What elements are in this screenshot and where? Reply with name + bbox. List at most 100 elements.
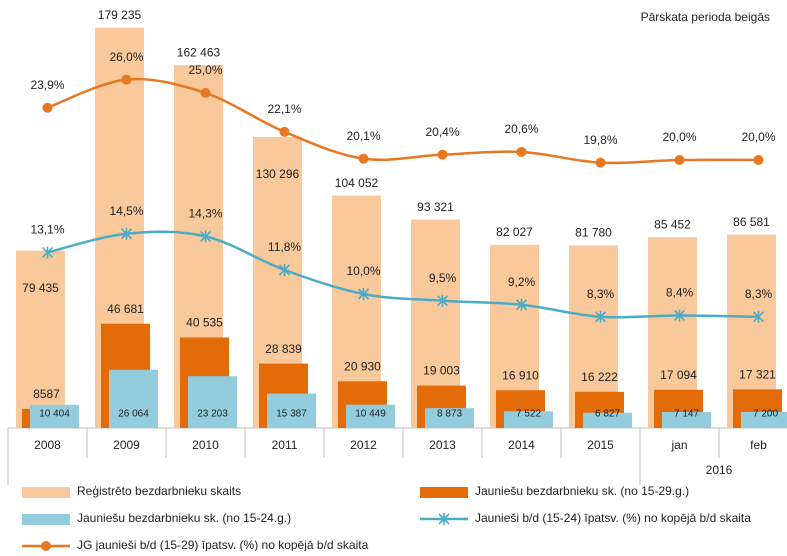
bar — [16, 250, 65, 428]
data-label: 82 027 — [496, 225, 533, 239]
marker — [594, 310, 607, 323]
data-label: 19,8% — [583, 133, 617, 147]
line — [47, 77, 759, 165]
data-label: 8,3% — [745, 287, 773, 301]
marker — [516, 146, 527, 157]
x-tick-label: 2014 — [508, 438, 535, 452]
legend-label: JG jaunieši b/d (15-29) īpatsv. (%) no k… — [77, 538, 369, 551]
category-group-label: 2016 — [706, 463, 733, 477]
data-label: 20,4% — [425, 125, 459, 139]
marker — [674, 155, 685, 165]
marker — [357, 288, 370, 300]
data-label: 10,0% — [346, 264, 380, 278]
data-label: 79 435 — [22, 281, 59, 295]
marker — [121, 74, 132, 85]
legend-swatch — [420, 487, 468, 498]
data-label: 20,0% — [662, 130, 696, 144]
marker — [199, 230, 212, 243]
legend-marker — [438, 513, 450, 525]
data-label: 8,4% — [666, 286, 694, 300]
data-label: 20 930 — [344, 359, 381, 373]
data-label: 86 581 — [733, 215, 770, 229]
data-label: 93 321 — [417, 200, 454, 214]
data-label: 20,0% — [741, 130, 775, 144]
data-label: 7 522 — [516, 409, 541, 420]
data-label: 13,1% — [30, 223, 64, 237]
legend-swatch — [22, 487, 70, 498]
data-label: 85 452 — [654, 217, 691, 231]
data-label: 40 535 — [186, 316, 223, 330]
x-tick-label: 2008 — [34, 438, 61, 452]
x-tick-label: 2009 — [113, 438, 140, 452]
x-tick-label: 2011 — [272, 438, 298, 452]
data-label: 10 449 — [355, 409, 386, 420]
data-label: 8,3% — [587, 287, 615, 301]
data-label: 19 003 — [423, 364, 460, 378]
data-label: 8 873 — [437, 409, 462, 420]
x-tick-label: 2013 — [429, 438, 456, 452]
data-label: 26,0% — [109, 50, 143, 64]
bar — [267, 393, 316, 428]
bar — [741, 411, 787, 428]
marker — [42, 102, 53, 113]
marker — [753, 155, 764, 165]
data-label: 16 222 — [581, 370, 618, 384]
bar — [425, 408, 474, 428]
legend-label: Jauniešu bezdarbnieku sk. (no 15-24.g.) — [77, 511, 291, 525]
x-tick-label: 2012 — [350, 438, 377, 452]
data-label: 16 910 — [502, 368, 539, 382]
data-label: 17 094 — [660, 368, 697, 382]
marker — [436, 294, 449, 307]
data-label: 81 780 — [575, 226, 612, 240]
marker — [515, 298, 528, 311]
data-label: 17 321 — [739, 367, 776, 381]
marker — [437, 149, 448, 160]
data-label: 10 404 — [39, 409, 70, 420]
bar — [109, 369, 158, 428]
data-label: 9,2% — [508, 275, 536, 289]
data-label: 20,1% — [346, 129, 380, 143]
data-label: 179 235 — [98, 8, 142, 22]
data-label: 25,0% — [188, 63, 222, 77]
data-label: 7 200 — [753, 409, 778, 420]
marker — [279, 126, 290, 137]
data-label: 7 147 — [674, 409, 699, 420]
bar — [30, 404, 79, 428]
data-label: 26 064 — [118, 409, 149, 420]
data-label: 14,5% — [109, 204, 143, 218]
legend-label: Jaunieši b/d (15-24) īpatsv. (%) no kopē… — [475, 511, 751, 525]
data-label: 104 052 — [335, 176, 379, 190]
legend-label: Jauniešu bezdarbnieku sk. (no 15-29.g.) — [475, 484, 689, 498]
marker — [595, 157, 606, 168]
legend-swatch — [22, 514, 70, 525]
marker — [673, 309, 686, 322]
data-label: 11,8% — [268, 240, 301, 254]
data-label: 22,1% — [267, 102, 301, 116]
marker — [41, 246, 54, 259]
x-tick-label: 2010 — [192, 438, 219, 452]
data-label: 46 681 — [107, 302, 144, 316]
data-label: 20,6% — [504, 122, 538, 136]
marker — [752, 310, 765, 323]
bar — [346, 404, 395, 428]
data-label: 28 839 — [265, 342, 302, 356]
legend-label: Reģistrēto bezdarbnieku skaits — [77, 484, 241, 498]
data-label: 23 203 — [197, 409, 228, 420]
data-label: 14,3% — [188, 207, 222, 221]
data-label: 15 387 — [276, 409, 307, 420]
data-label: 6 827 — [595, 409, 620, 420]
x-tick-label: feb — [750, 438, 767, 452]
data-label: 162 463 — [177, 45, 221, 59]
data-label: 130 296 — [256, 167, 300, 181]
legend-marker — [41, 541, 51, 551]
x-tick-label: jan — [670, 438, 687, 452]
marker — [358, 153, 369, 164]
data-label: 8587 — [33, 387, 60, 401]
line — [47, 230, 759, 319]
x-tick-label: 2015 — [587, 438, 614, 452]
bar — [188, 376, 237, 428]
data-label: 9,5% — [429, 271, 457, 285]
annotation: Pārskata perioda beigās — [641, 10, 770, 24]
data-label: 23,9% — [30, 78, 64, 92]
